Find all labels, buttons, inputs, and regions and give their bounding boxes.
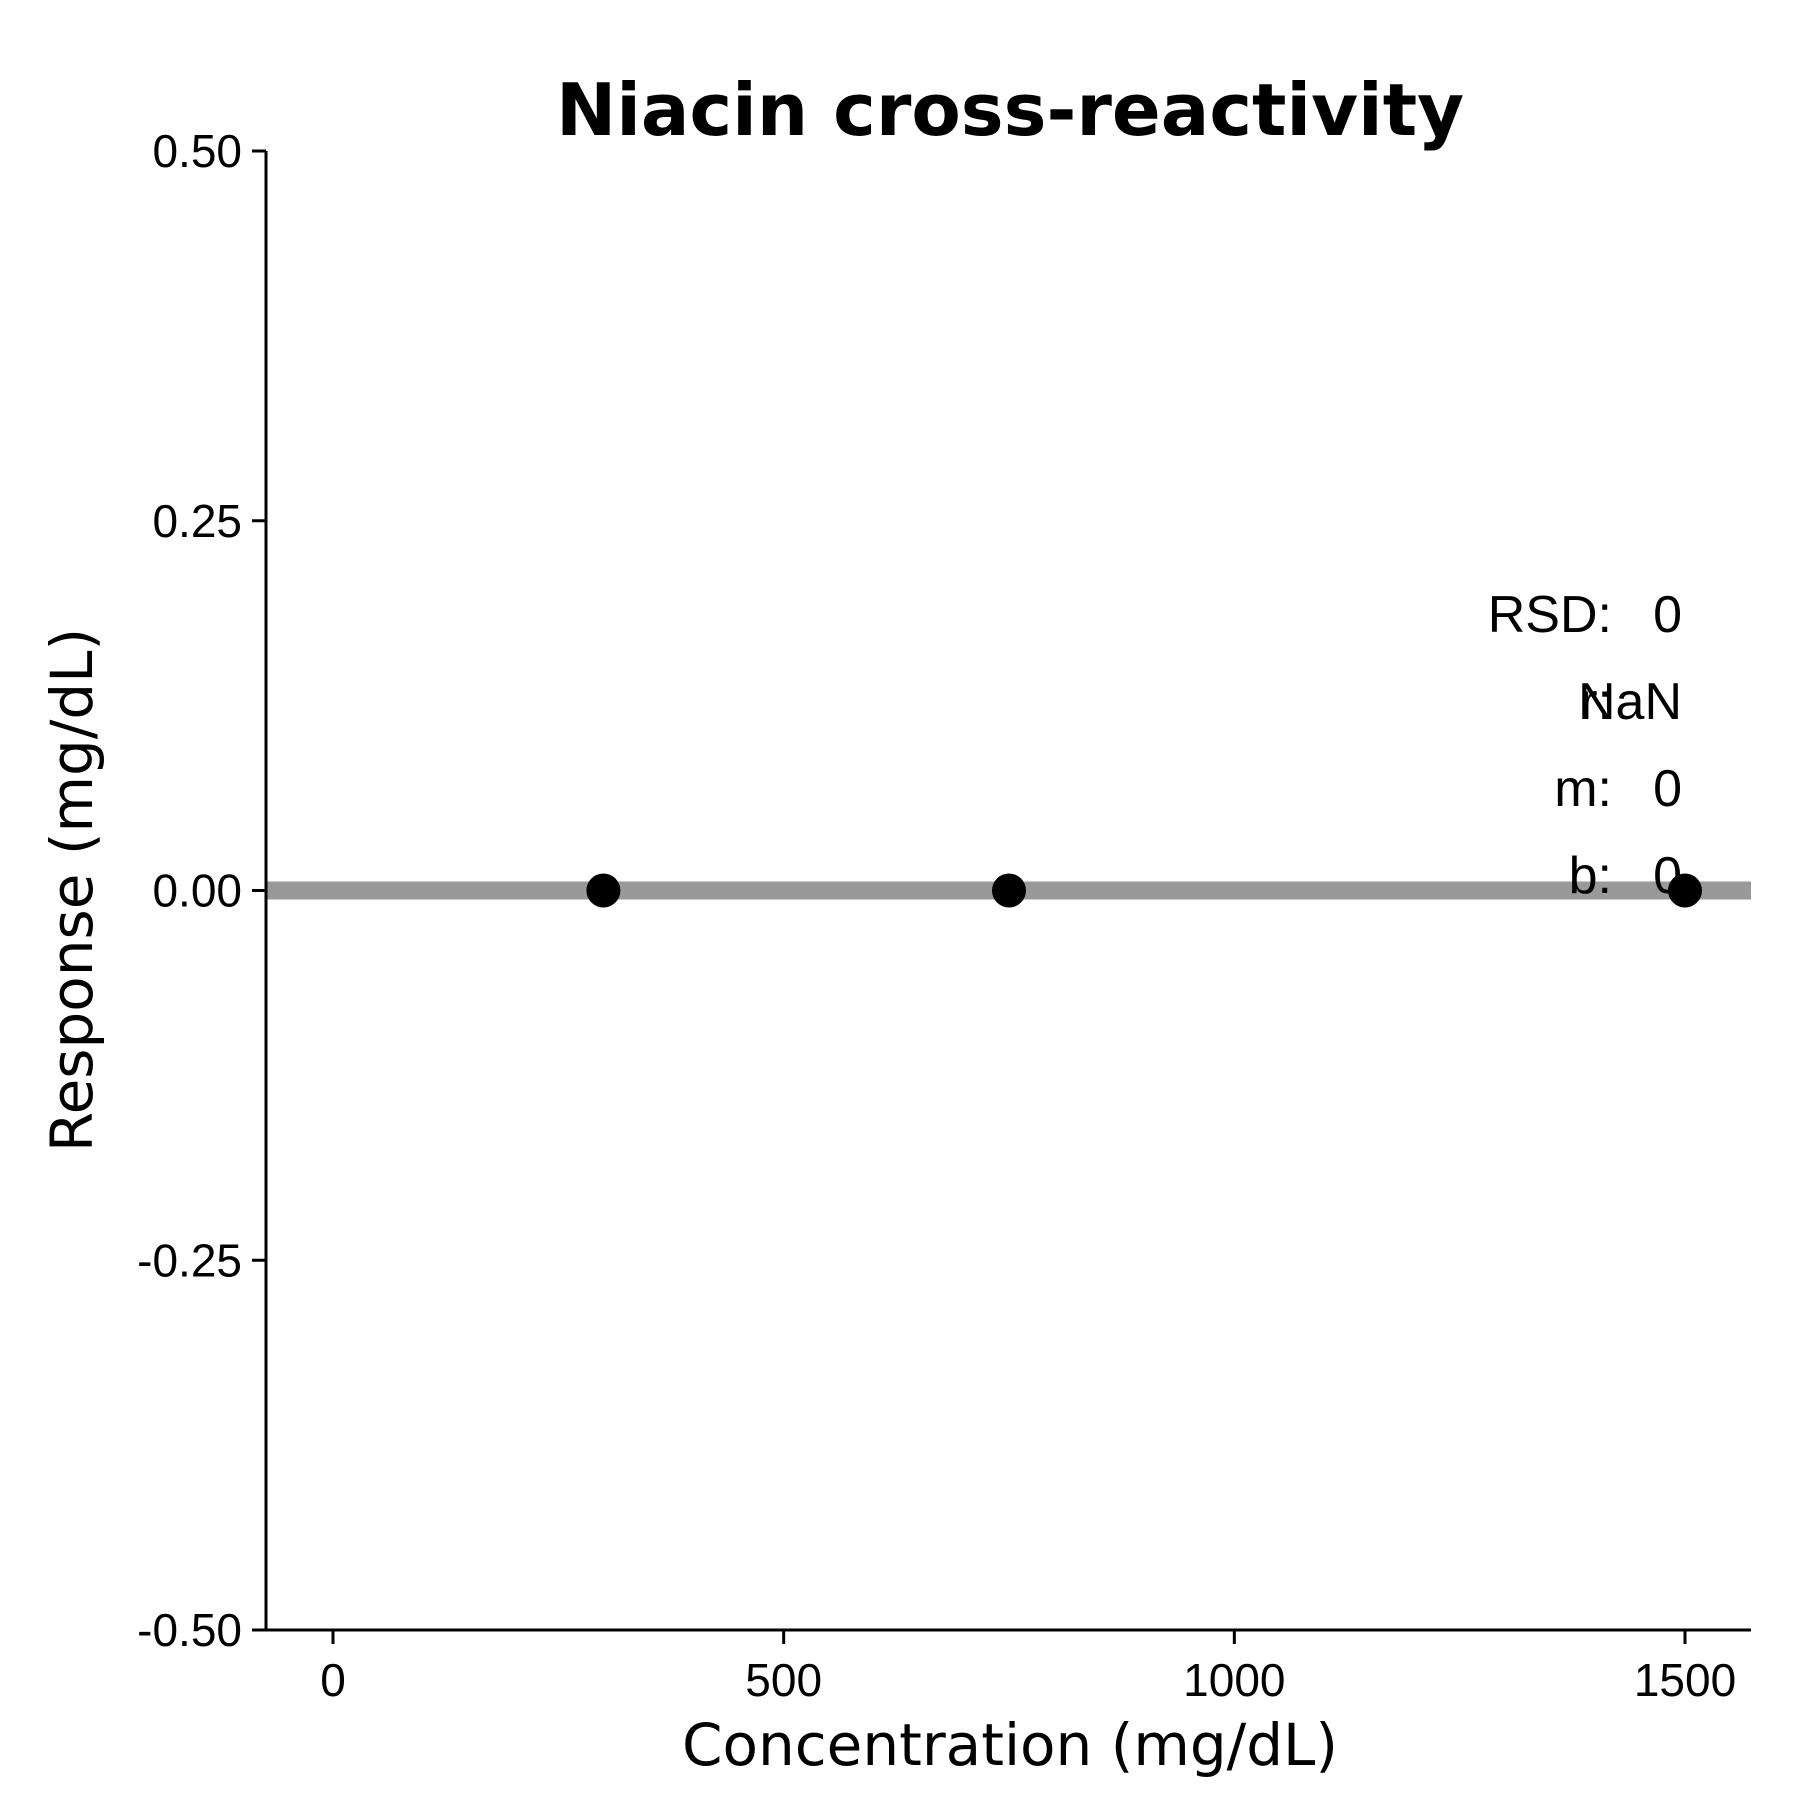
y-tick-label: 0.50 <box>152 125 242 177</box>
y-tick-label: 0.25 <box>152 495 242 547</box>
y-tick-label: -0.25 <box>137 1234 242 1286</box>
y-axis-label: Response (mg/dL) <box>38 628 106 1152</box>
x-tick-label: 1500 <box>1634 1654 1736 1706</box>
stat-label: m: <box>1554 760 1612 818</box>
stat-value: 0 <box>1653 760 1682 818</box>
x-axis-ticks: 0 500 1000 1500 <box>320 1630 1736 1706</box>
y-tick-label: 0.00 <box>152 865 242 917</box>
stat-value: NaN <box>1578 673 1682 731</box>
data-point <box>586 873 621 908</box>
y-axis-ticks: -0.50 -0.25 0.00 0.25 0.50 <box>137 125 266 1656</box>
stat-value: 0 <box>1653 586 1682 644</box>
data-points <box>586 873 1702 908</box>
y-tick-label: -0.50 <box>137 1604 242 1656</box>
x-axis-label: Concentration (mg/dL) <box>682 1711 1338 1779</box>
x-tick-label: 0 <box>320 1654 346 1706</box>
stat-label: r: <box>1580 673 1612 731</box>
stat-label: b: <box>1569 847 1612 905</box>
data-point <box>992 873 1026 908</box>
x-tick-label: 500 <box>745 1654 822 1706</box>
stat-label: RSD: <box>1488 586 1612 644</box>
data-point <box>1668 873 1702 908</box>
x-tick-label: 1000 <box>1183 1654 1285 1706</box>
chart-title: Niacin cross-reactivity <box>556 68 1464 152</box>
